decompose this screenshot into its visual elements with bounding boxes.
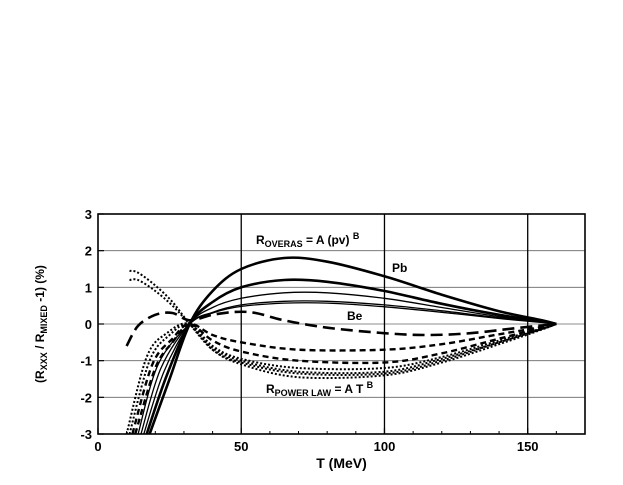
annotation-power-law: RPOWER LAW = A T B — [266, 380, 374, 398]
series-line-3 — [143, 291, 557, 435]
y-tick-label: -2 — [80, 390, 92, 405]
series-line-7 — [134, 322, 557, 435]
series-line-8 — [131, 322, 557, 435]
series-line-12 — [129, 278, 557, 375]
overas-sup: B — [353, 231, 360, 241]
x-tick-label: 50 — [234, 439, 248, 454]
y-label-sub1: XXX — [39, 352, 49, 370]
y-tick-label: 3 — [85, 207, 92, 222]
y-tick-label: 1 — [85, 280, 92, 295]
annotation-be: Be — [347, 309, 363, 323]
power-expr: = A T — [331, 382, 366, 396]
power-sup: B — [367, 380, 374, 390]
axis-ticks: 0 50 100 150 -3 -2 -1 0 1 2 3 — [80, 207, 557, 454]
annotation-overas: ROVERAS = A (pv) B — [256, 231, 360, 249]
y-label-close: -1) (%) — [33, 265, 47, 305]
grid — [98, 214, 585, 434]
series-lines — [125, 256, 557, 435]
overas-expr: = A (pv) — [303, 233, 353, 247]
x-tick-label: 100 — [374, 439, 396, 454]
y-tick-label: -3 — [80, 427, 92, 442]
y-tick-label: 2 — [85, 244, 92, 259]
series-line-4 — [140, 300, 557, 435]
x-tick-label: 0 — [94, 439, 101, 454]
x-tick-label: 150 — [517, 439, 539, 454]
series-line-5 — [137, 302, 557, 435]
series-line-6 — [125, 310, 557, 347]
y-label-sub2: MIXED — [39, 305, 49, 334]
power-r: R — [266, 382, 275, 396]
y-tick-label: -1 — [80, 354, 92, 369]
y-tick-label: 0 — [85, 317, 92, 332]
overas-sub: OVERAS — [265, 239, 303, 249]
y-axis-label: (RXXX / RMIXED -1) (%) — [33, 265, 49, 383]
overas-r: R — [256, 233, 265, 247]
power-sub: POWER LAW — [275, 388, 332, 398]
x-axis-label: T (MeV) — [316, 455, 367, 471]
y-label-open: (R — [33, 370, 47, 383]
y-label-mid: / R — [33, 333, 47, 352]
series-line-11 — [129, 269, 557, 380]
annotation-pb: Pb — [392, 261, 407, 275]
series-line-9 — [128, 322, 557, 435]
